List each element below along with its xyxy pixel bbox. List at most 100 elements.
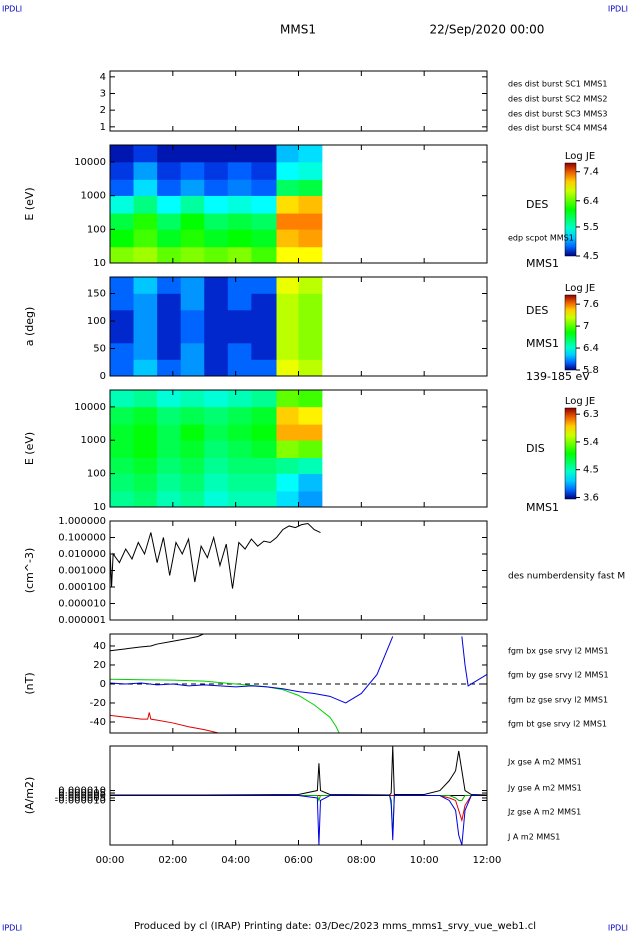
heatmap-cell: [157, 179, 181, 196]
plot-area: [110, 145, 323, 263]
data-line: [110, 712, 221, 733]
colorbar-tick-label: 6.3: [583, 409, 599, 420]
y-tick-label: 0.000010: [58, 599, 106, 610]
heatmap-cell: [204, 229, 229, 248]
colorbar-tick-label: 4.5: [583, 251, 599, 262]
heatmap-cell: [180, 195, 205, 214]
heatmap-cell: [227, 326, 252, 344]
heatmap-cell: [157, 491, 181, 507]
heatmap-cell: [110, 195, 134, 214]
heatmap-cell: [298, 440, 323, 458]
annotation: edp scpot MMS1: [508, 234, 574, 243]
heatmap-cell: [133, 424, 158, 441]
heatmap-cell: [204, 277, 229, 294]
heatmap-cell: [251, 277, 277, 294]
corner-label: IPDLI: [608, 924, 628, 933]
heatmap-cell: [133, 440, 158, 458]
heatmap-cell: [180, 359, 205, 376]
heatmap-cell: [298, 424, 323, 441]
heatmap-cell: [276, 473, 299, 492]
data-line: [110, 795, 487, 836]
heatmap-cell: [251, 326, 277, 344]
heatmap-cell: [157, 277, 181, 294]
colorbar-tick-label: 3.6: [583, 492, 599, 503]
corner-label: IPDLI: [2, 5, 22, 14]
y-axis-label: a (deg): [23, 307, 36, 347]
heatmap-cell: [298, 457, 323, 474]
colorbar-tick-label: 5.8: [583, 365, 599, 376]
heatmap-cell: [298, 473, 323, 492]
heatmap-cell: [251, 229, 277, 248]
heatmap-cell: [133, 310, 158, 327]
y-tick-label: 2: [100, 105, 106, 116]
heatmap-cell: [157, 195, 181, 214]
y-tick-label: 0.000001: [58, 615, 106, 626]
heatmap-cell: [180, 457, 205, 474]
x-tick-label: 10:00: [410, 855, 439, 866]
colorbar: [564, 294, 577, 371]
heatmap-cell: [298, 326, 323, 344]
y-tick-label: 0: [100, 679, 106, 690]
heatmap-cell: [227, 390, 252, 408]
heatmap-cell: [157, 457, 181, 474]
heatmap-cell: [204, 179, 229, 196]
heatmap-cell: [298, 277, 323, 294]
heatmap-cell: [110, 343, 134, 360]
heatmap-cell: [251, 424, 277, 441]
y-axis-label: E (eV): [23, 432, 36, 465]
heatmap-cell: [298, 246, 323, 263]
legend-label: fgm bz gse srvy l2 MMS1: [508, 696, 608, 705]
heatmap-cell: [251, 473, 277, 492]
x-tick-label: 02:00: [158, 855, 187, 866]
heatmap-cell: [251, 179, 277, 196]
heatmap-cell: [180, 246, 205, 263]
heatmap-cell: [227, 310, 252, 327]
y-tick-label: 3: [100, 89, 106, 100]
heatmap-cell: [180, 145, 205, 163]
heatmap-cell: [276, 390, 299, 408]
heatmap-cell: [157, 246, 181, 263]
heatmap-cell: [298, 343, 323, 360]
y-tick-label: -40: [90, 717, 106, 728]
panel-frame: [109, 520, 488, 621]
footer: Produced by cl (IRAP) Printing date: 03/…: [134, 921, 536, 932]
annotation: DES: [526, 304, 548, 317]
heatmap-cell: [133, 277, 158, 294]
y-tick-label: 20: [93, 660, 106, 671]
heatmap-cell: [204, 326, 229, 344]
heatmap-cell: [276, 491, 299, 507]
colorbar-tick-label: 7.4: [583, 167, 599, 178]
heatmap-cell: [227, 293, 252, 311]
y-tick-label: 150: [87, 289, 106, 300]
heatmap-cell: [298, 213, 323, 230]
heatmap-cell: [204, 246, 229, 263]
heatmap-cell: [110, 390, 134, 408]
y-tick-label: -20: [90, 698, 106, 709]
heatmap-cell: [276, 359, 299, 376]
heatmap-cell: [110, 424, 134, 441]
plot-area: [110, 523, 321, 589]
heatmap-cell: [110, 162, 134, 180]
heatmap-cell: [276, 195, 299, 214]
y-tick-label: 0.001000: [58, 566, 106, 577]
heatmap-cell: [110, 145, 134, 163]
heatmap-cell: [180, 424, 205, 441]
heatmap-cell: [180, 162, 205, 180]
heatmap-cell: [276, 440, 299, 458]
heatmap-cell: [180, 293, 205, 311]
x-tick-label: 12:00: [473, 855, 502, 866]
colorbar-tick-label: 7.6: [583, 299, 599, 310]
heatmap-cell: [133, 229, 158, 248]
colorbar: [564, 162, 577, 257]
heatmap-cell: [157, 359, 181, 376]
plot-area: [110, 390, 323, 507]
heatmap-cell: [227, 145, 252, 163]
data-line: [110, 636, 487, 704]
heatmap-cell: [157, 293, 181, 311]
heatmap-cell: [133, 145, 158, 163]
legend-label: J A m2 MMS1: [507, 833, 560, 842]
heatmap-cell: [227, 162, 252, 180]
heatmap-cell: [133, 195, 158, 214]
heatmap-cell: [180, 179, 205, 196]
heatmap-cell: [227, 491, 252, 507]
